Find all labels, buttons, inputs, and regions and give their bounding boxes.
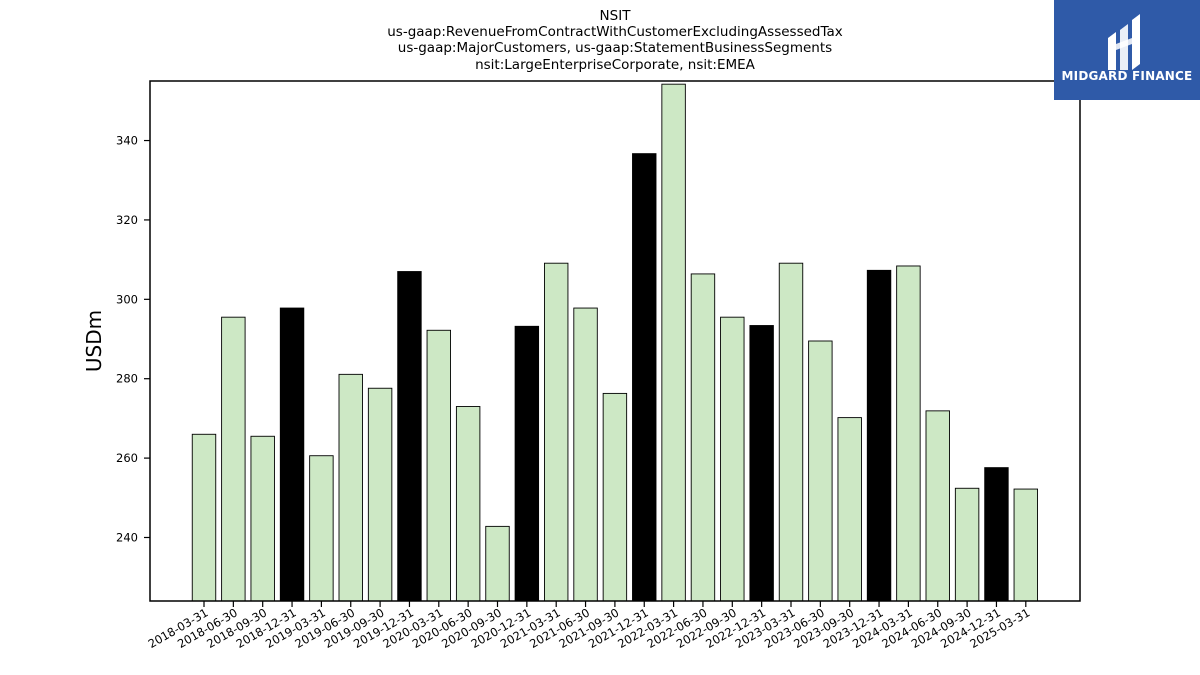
y-tick-label: 280 <box>116 372 138 386</box>
bar <box>221 316 246 602</box>
bar <box>720 316 745 602</box>
y-tick-label: 260 <box>116 451 138 465</box>
bar <box>367 387 393 602</box>
y-tick-label: 300 <box>116 292 138 306</box>
bar-year-end <box>749 325 774 602</box>
bar <box>455 406 481 602</box>
bar <box>690 273 716 602</box>
y-tick-label: 340 <box>116 134 138 148</box>
bar-year-end <box>514 325 540 602</box>
y-tick-label: 240 <box>116 530 138 544</box>
chart-title-line: us-gaap:RevenueFromContractWithCustomerE… <box>387 24 843 40</box>
bar <box>954 487 980 602</box>
logo-icon <box>1108 14 1140 70</box>
bar-year-end <box>397 271 422 602</box>
bar <box>573 307 598 602</box>
bar-year-end <box>279 307 305 602</box>
bar <box>544 262 569 602</box>
bar-year-end <box>984 467 1009 602</box>
bar <box>778 262 804 602</box>
bar <box>309 455 334 602</box>
bar <box>250 435 275 602</box>
bar <box>896 265 921 602</box>
chart-title-line: us-gaap:MajorCustomers, us-gaap:Statemen… <box>398 40 832 56</box>
bar <box>191 433 217 602</box>
bar <box>661 83 686 602</box>
y-axis: 240 260 280 300 320 340 <box>116 134 150 544</box>
bar-year-end <box>632 153 657 602</box>
bar <box>338 373 363 602</box>
y-axis-label: USDm <box>82 310 106 372</box>
plot-frame <box>149 80 1081 602</box>
bar <box>925 410 950 602</box>
chart-title: NSIT us-gaap:RevenueFromContractWithCust… <box>387 8 843 73</box>
logo-text: MIDGARD FINANCE <box>1061 69 1193 83</box>
y-tick-label: 320 <box>116 213 138 227</box>
bar <box>602 392 628 602</box>
bar <box>426 329 451 602</box>
bar <box>1013 488 1038 602</box>
company-logo: MIDGARD FINANCE <box>1054 0 1200 100</box>
x-axis: 2018-03-312018-06-302018-09-302018-12-31… <box>146 601 1032 651</box>
bar <box>837 417 862 602</box>
bar-year-end <box>866 269 892 602</box>
chart-title-line: nsit:LargeEnterpriseCorporate, nsit:EMEA <box>475 57 756 73</box>
bar <box>808 340 833 602</box>
chart-title-line: NSIT <box>600 8 632 24</box>
bar <box>485 525 510 602</box>
bar-series <box>191 83 1038 602</box>
